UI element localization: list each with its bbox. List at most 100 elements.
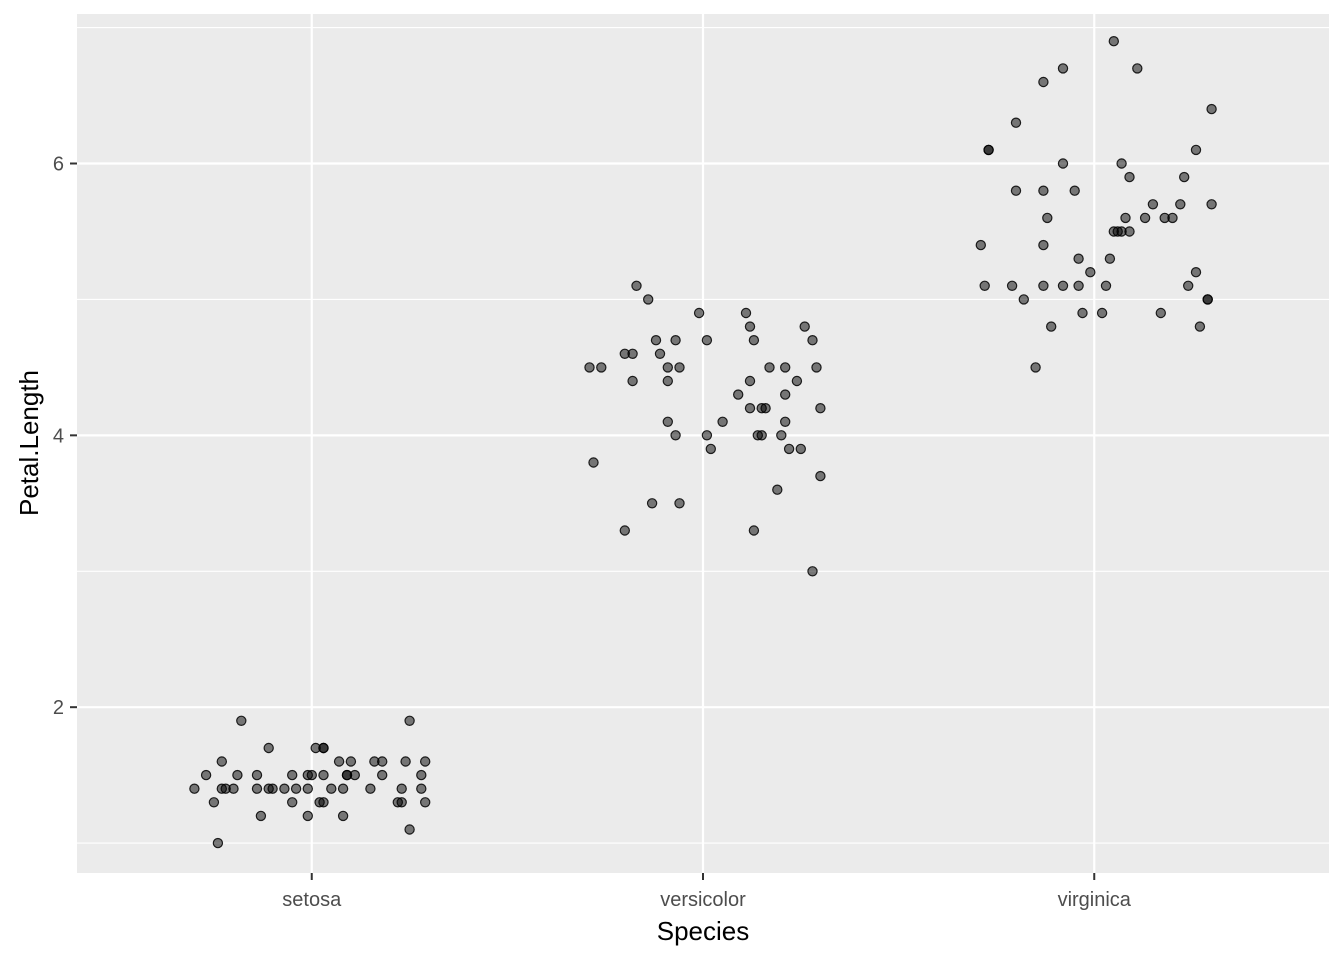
data-point-versicolor (776, 430, 787, 441)
data-point-setosa (345, 756, 357, 767)
data-point-versicolor (744, 403, 756, 414)
data-point-virginica (1057, 158, 1069, 169)
data-point-virginica (1190, 144, 1202, 156)
data-point-setosa (318, 742, 329, 754)
data-point-setosa (404, 715, 415, 727)
data-point-setosa (337, 783, 349, 794)
data-point-setosa (333, 756, 345, 767)
data-point-virginica (1124, 226, 1135, 237)
data-point-virginica (1175, 199, 1186, 210)
data-point-versicolor (744, 375, 756, 387)
data-point-virginica (1178, 171, 1190, 183)
data-point-setosa (416, 783, 427, 794)
data-point-virginica (1010, 185, 1022, 196)
data-point-versicolor (674, 498, 685, 509)
data-point-setosa (404, 824, 415, 835)
data-point-virginica (1073, 253, 1084, 264)
data-point-versicolor (693, 307, 705, 319)
data-point-virginica (1104, 253, 1116, 264)
data-point-virginica (1100, 280, 1112, 291)
data-point-virginica (1124, 171, 1135, 183)
data-point-setosa (420, 797, 431, 808)
data-point-virginica (1057, 63, 1069, 74)
data-point-versicolor (643, 294, 654, 305)
data-point-setosa (337, 810, 349, 822)
data-point-virginica (1042, 212, 1053, 224)
data-point-virginica (1194, 321, 1206, 332)
data-point-versicolor (627, 348, 638, 359)
data-point-virginica (1018, 294, 1030, 305)
data-point-setosa (377, 769, 388, 781)
data-point-versicolor (748, 335, 760, 346)
data-point-virginica (1038, 280, 1049, 291)
data-point-virginica (1120, 212, 1131, 224)
data-point-setosa (200, 769, 212, 781)
data-point-versicolor (733, 389, 744, 400)
data-point-virginica (1167, 212, 1178, 224)
data-point-versicolor (760, 403, 771, 414)
data-point-versicolor (744, 321, 756, 332)
data-point-setosa (255, 810, 267, 822)
data-point-virginica (1038, 239, 1049, 251)
data-point-virginica (1096, 307, 1108, 319)
data-point-versicolor (811, 362, 822, 373)
data-point-virginica (1108, 36, 1120, 47)
data-point-setosa (420, 756, 431, 767)
data-point-virginica (1085, 267, 1096, 278)
data-point-versicolor (654, 348, 666, 359)
data-point-versicolor (807, 335, 818, 346)
data-point-versicolor (748, 525, 760, 536)
data-point-virginica (1190, 267, 1202, 278)
data-point-versicolor (670, 430, 681, 441)
data-point-setosa (228, 783, 239, 794)
data-point-virginica (1155, 307, 1167, 319)
data-point-versicolor (740, 307, 752, 319)
data-point-setosa (236, 715, 247, 727)
data-point-virginica (1077, 307, 1088, 319)
data-point-virginica (1206, 103, 1217, 115)
data-point-setosa (396, 797, 407, 808)
data-point-virginica (1206, 199, 1217, 210)
data-point-setosa (341, 769, 353, 781)
data-point-virginica (1006, 280, 1018, 291)
data-point-virginica (1069, 185, 1080, 196)
data-point-virginica (1038, 185, 1049, 196)
data-point-versicolor (588, 457, 599, 468)
data-point-virginica (1010, 117, 1022, 128)
data-point-virginica (1139, 212, 1151, 224)
data-point-setosa (212, 837, 224, 849)
data-point-setosa (396, 783, 407, 794)
data-point-setosa (416, 769, 427, 781)
data-point-versicolor (772, 484, 783, 495)
data-point-setosa (400, 756, 411, 767)
data-point-versicolor (584, 362, 595, 373)
data-point-versicolor (780, 416, 791, 427)
data-point-virginica (1202, 294, 1213, 305)
data-point-setosa (263, 742, 274, 754)
data-point-virginica (983, 144, 994, 156)
data-point-versicolor (705, 443, 717, 455)
data-point-virginica (979, 280, 990, 291)
y-tick-label: 4 (53, 425, 64, 447)
data-point-versicolor (791, 375, 803, 387)
data-point-setosa (279, 783, 290, 794)
data-point-versicolor (807, 566, 818, 577)
data-point-versicolor (627, 375, 638, 387)
data-point-setosa (208, 797, 220, 808)
data-point-versicolor (764, 362, 775, 373)
y-axis-title: Petal.Length (14, 370, 44, 516)
data-point-setosa (302, 810, 313, 822)
data-point-virginica (1073, 280, 1084, 291)
data-point-setosa (251, 769, 263, 781)
axes: 2 4 6 setosa versicolor virginica (53, 154, 1132, 911)
data-point-setosa (302, 783, 313, 794)
data-point-setosa (302, 769, 313, 781)
data-point-setosa (251, 783, 263, 794)
x-tick-label-virginica: virginica (1058, 889, 1132, 911)
data-point-setosa (318, 769, 329, 781)
data-point-virginica (1147, 199, 1159, 210)
data-point-versicolor (650, 335, 662, 346)
data-point-versicolor (674, 362, 685, 373)
y-tick-label: 6 (53, 154, 64, 176)
data-point-versicolor (662, 362, 674, 373)
